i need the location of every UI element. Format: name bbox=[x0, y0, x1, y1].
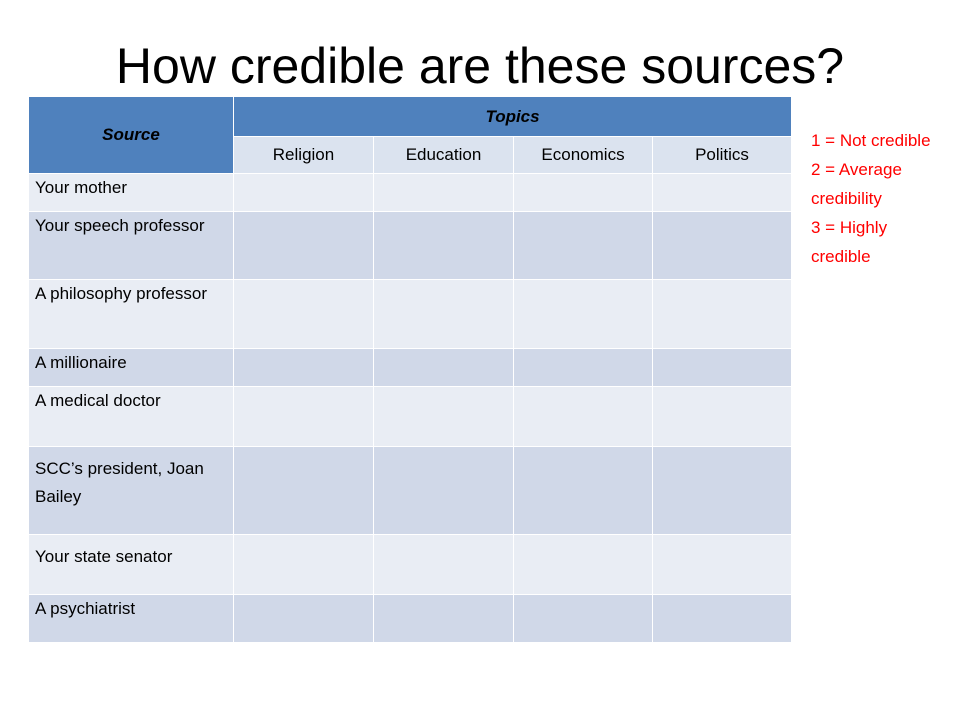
rating-cell[interactable] bbox=[513, 386, 653, 447]
rating-cell[interactable] bbox=[513, 173, 653, 212]
rating-cell[interactable] bbox=[513, 594, 653, 643]
page-title: How credible are these sources? bbox=[115, 38, 845, 94]
rating-cell[interactable] bbox=[373, 173, 514, 212]
rating-cell[interactable] bbox=[373, 279, 514, 349]
rating-cell[interactable] bbox=[513, 534, 653, 595]
rating-cell[interactable] bbox=[373, 211, 514, 280]
credibility-table: Source Topics Religion Education Economi… bbox=[28, 96, 793, 643]
rating-cell[interactable] bbox=[233, 386, 374, 447]
table-row: A philosophy professor bbox=[28, 279, 793, 349]
source-cell: A psychiatrist bbox=[28, 594, 234, 643]
rating-cell[interactable] bbox=[373, 446, 514, 535]
rating-cell[interactable] bbox=[233, 279, 374, 349]
rating-cell[interactable] bbox=[651, 211, 793, 280]
rating-cell[interactable] bbox=[233, 446, 374, 535]
rating-cell[interactable] bbox=[651, 446, 793, 535]
legend-item: 3 = Highly credible bbox=[811, 218, 888, 266]
source-cell: A philosophy professor bbox=[28, 279, 234, 349]
rating-cell[interactable] bbox=[233, 594, 374, 643]
rating-cell[interactable] bbox=[651, 348, 793, 387]
topics-header: Topics bbox=[232, 96, 793, 137]
topic-economics: Economics bbox=[513, 136, 653, 174]
rating-cell[interactable] bbox=[233, 348, 374, 387]
rating-cell[interactable] bbox=[651, 594, 793, 643]
source-cell: Your state senator bbox=[28, 534, 234, 595]
rating-cell[interactable] bbox=[651, 279, 793, 349]
table-row: SCC’s president, Joan Bailey bbox=[28, 446, 793, 535]
rating-cell[interactable] bbox=[651, 173, 793, 212]
legend-item: 2 = Average credibility bbox=[811, 160, 902, 208]
rating-cell[interactable] bbox=[373, 386, 514, 447]
table-row: A millionaire bbox=[28, 348, 793, 387]
topic-education: Education bbox=[373, 136, 514, 174]
rating-cell[interactable] bbox=[513, 348, 653, 387]
topic-politics: Politics bbox=[651, 136, 793, 174]
rating-cell[interactable] bbox=[513, 279, 653, 349]
rating-cell[interactable] bbox=[233, 534, 374, 595]
table-row: A medical doctor bbox=[28, 386, 793, 447]
source-cell: Your mother bbox=[28, 173, 234, 212]
source-header: Source bbox=[28, 96, 234, 174]
rating-cell[interactable] bbox=[373, 594, 514, 643]
rating-cell[interactable] bbox=[233, 173, 374, 212]
table-row: Your speech professor bbox=[28, 211, 793, 280]
source-cell: SCC’s president, Joan Bailey bbox=[28, 446, 234, 535]
source-cell: A millionaire bbox=[28, 348, 234, 387]
source-cell: A medical doctor bbox=[28, 386, 234, 447]
source-cell: Your speech professor bbox=[28, 211, 234, 280]
rating-cell[interactable] bbox=[513, 211, 653, 280]
rating-cell[interactable] bbox=[233, 211, 374, 280]
legend-item: 1 = Not credible bbox=[811, 131, 931, 150]
table-row: Your mother bbox=[28, 173, 793, 212]
rating-cell[interactable] bbox=[651, 534, 793, 595]
rating-cell[interactable] bbox=[513, 446, 653, 535]
rating-legend: 1 = Not credible 2 = Average credibility… bbox=[811, 126, 951, 271]
table-row: Your state senator bbox=[28, 534, 793, 595]
rating-cell[interactable] bbox=[651, 386, 793, 447]
rating-cell[interactable] bbox=[373, 348, 514, 387]
table-row: A psychiatrist bbox=[28, 594, 793, 643]
rating-cell[interactable] bbox=[373, 534, 514, 595]
topic-religion: Religion bbox=[233, 136, 374, 174]
